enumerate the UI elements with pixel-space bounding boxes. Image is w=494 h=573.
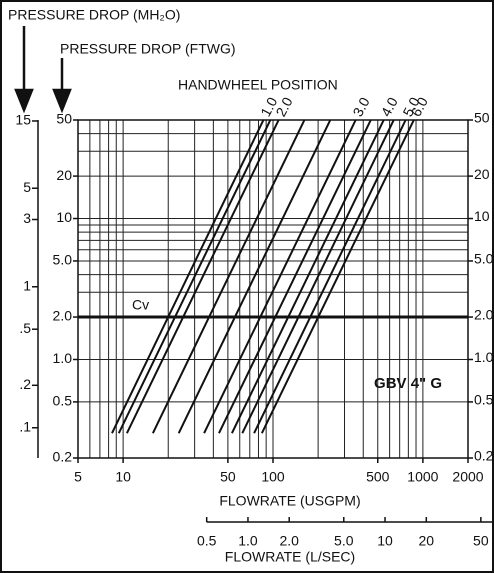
series-line bbox=[260, 119, 415, 434]
x2-tick-label: 2.0 bbox=[279, 533, 299, 549]
y-tick-label: 10 bbox=[474, 208, 490, 224]
y-tick-label: 0.5 bbox=[53, 393, 73, 409]
series-line bbox=[117, 119, 272, 434]
y-tick-label: 1.0 bbox=[474, 349, 494, 365]
y2-tick-label: .1 bbox=[19, 418, 31, 434]
x2-tick-label: 20 bbox=[419, 533, 435, 549]
series-line bbox=[126, 119, 280, 434]
y2-tick-label: 3 bbox=[23, 210, 31, 226]
y-tick-label: 0.5 bbox=[474, 392, 494, 408]
series-line bbox=[231, 119, 385, 434]
x-tick-label: 10 bbox=[115, 469, 131, 485]
y2-tick-label: 1 bbox=[23, 277, 31, 293]
series-line bbox=[203, 119, 357, 434]
chart-title: HANDWHEEL POSITION bbox=[178, 77, 338, 93]
series-label: 4.0 bbox=[378, 94, 401, 119]
series-label: 3.0 bbox=[349, 94, 372, 119]
y-tick-label: 2.0 bbox=[474, 307, 494, 323]
x-tick-label: 50 bbox=[220, 469, 236, 485]
x2-axis-title: FLOWRATE (L/SEC) bbox=[225, 549, 355, 565]
y2-tick-label: 15 bbox=[15, 112, 31, 128]
series-line bbox=[151, 119, 306, 434]
series-label: 2.0 bbox=[272, 94, 295, 119]
y-tick-label: 50 bbox=[56, 111, 72, 127]
series-line bbox=[241, 119, 395, 434]
series-line bbox=[218, 119, 372, 434]
y-axis-title: PRESSURE DROP (FTWG) bbox=[60, 41, 236, 57]
y-tick-label: 1.0 bbox=[53, 350, 73, 366]
y-tick-label: 20 bbox=[474, 166, 490, 182]
y-tick-label: 20 bbox=[56, 167, 72, 183]
x-tick-label: 2000 bbox=[452, 469, 483, 485]
x-axis-title: FLOWRATE (USGPM) bbox=[219, 493, 360, 509]
y2-tick-label: .2 bbox=[19, 376, 31, 392]
x2-tick-label: 1.0 bbox=[238, 533, 258, 549]
x-tick-label: 100 bbox=[261, 469, 285, 485]
x-tick-label: 1000 bbox=[407, 469, 438, 485]
x-tick-label: 500 bbox=[366, 469, 390, 485]
arrows bbox=[14, 26, 72, 114]
y-tick-label: 0.2 bbox=[53, 449, 73, 465]
series-line bbox=[177, 119, 332, 434]
reference-label: Cv bbox=[132, 297, 149, 313]
y-tick-label: 10 bbox=[56, 209, 72, 225]
y2-axis-title: PRESSURE DROP (MH₂O) bbox=[8, 7, 180, 23]
series-line bbox=[253, 119, 407, 434]
x2-tick-label: 50 bbox=[473, 533, 489, 549]
x2-tick-label: 5.0 bbox=[334, 533, 354, 549]
y2-tick-label: .5 bbox=[19, 320, 31, 336]
y-tick-label: 0.2 bbox=[474, 448, 494, 464]
x2-tick-label: 10 bbox=[377, 533, 393, 549]
y-tick-label: 2.0 bbox=[53, 308, 73, 324]
y2-tick-label: 5 bbox=[23, 179, 31, 195]
x-tick-label: 5 bbox=[74, 469, 82, 485]
y-tick-label: 5.0 bbox=[474, 251, 494, 267]
y-tick-label: 5.0 bbox=[53, 252, 73, 268]
y-tick-label: 50 bbox=[474, 110, 490, 126]
x2-tick-label: 0.5 bbox=[197, 533, 217, 549]
series-line bbox=[111, 119, 265, 434]
